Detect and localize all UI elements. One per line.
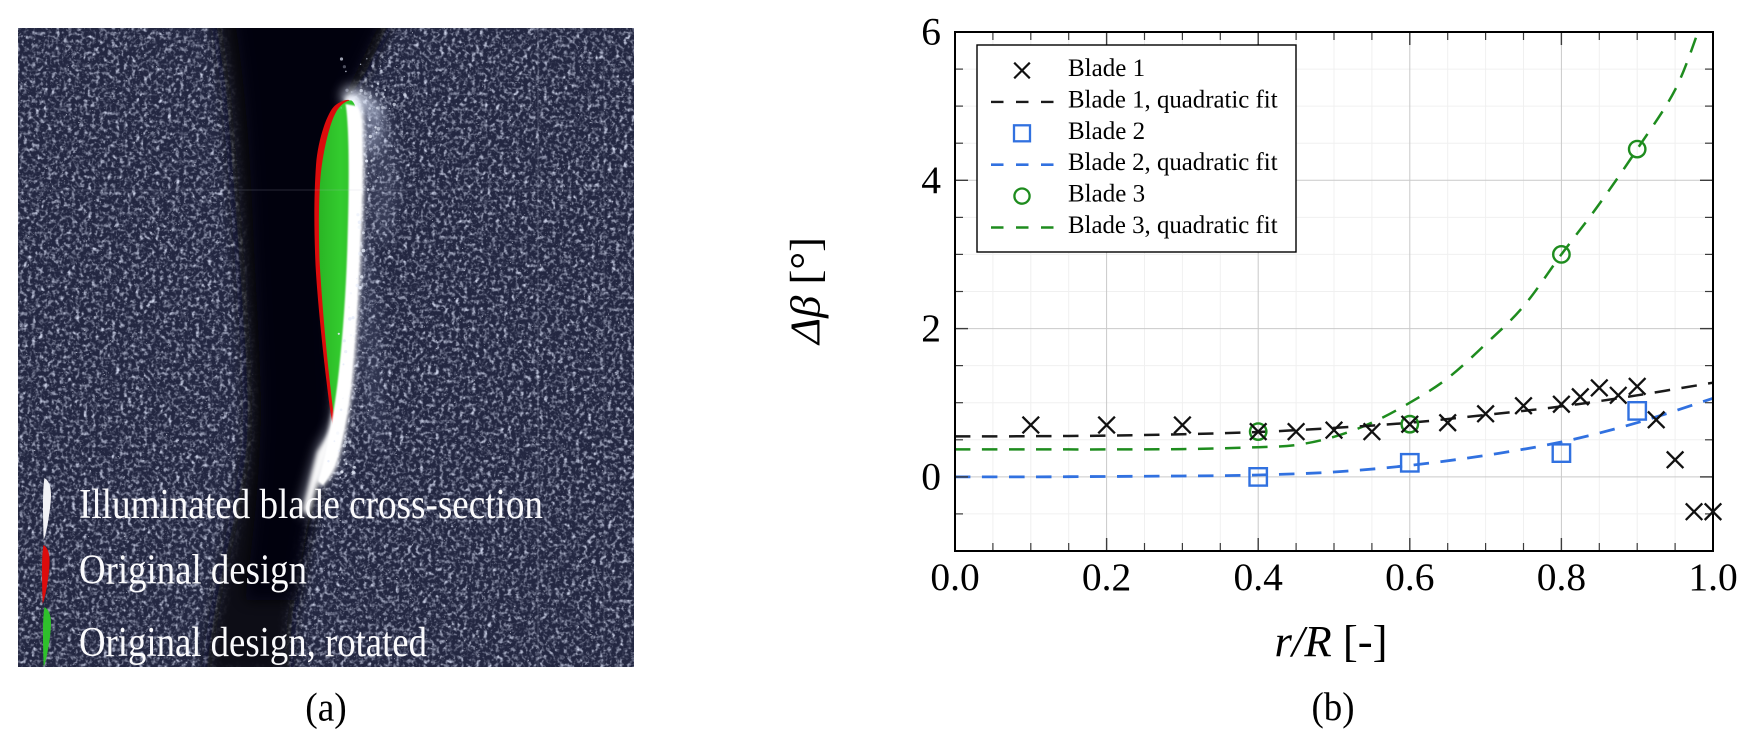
svg-text:1.0: 1.0 [1688, 555, 1737, 599]
svg-text:Original design: Original design [79, 548, 307, 594]
svg-text:0: 0 [921, 454, 941, 498]
svg-text:r/R [-]: r/R [-] [1275, 617, 1388, 666]
svg-text:Blade 1, quadratic fit: Blade 1, quadratic fit [1068, 86, 1278, 113]
svg-text:Blade 3, quadratic fit: Blade 3, quadratic fit [1068, 212, 1278, 239]
svg-text:Blade 1: Blade 1 [1068, 55, 1145, 82]
svg-text:Δβ [°]: Δβ [°] [784, 237, 830, 346]
svg-text:0.4: 0.4 [1234, 555, 1284, 599]
svg-text:2: 2 [921, 306, 941, 350]
svg-text:Blade 3: Blade 3 [1068, 181, 1145, 208]
svg-text:Original design, rotated: Original design, rotated [79, 620, 427, 666]
svg-text:(b): (b) [1312, 684, 1355, 729]
svg-text:(a): (a) [305, 685, 347, 730]
svg-text:Blade 2, quadratic fit: Blade 2, quadratic fit [1068, 149, 1278, 176]
svg-text:6: 6 [921, 10, 941, 54]
svg-text:Illuminated blade cross-sectio: Illuminated blade cross-section [79, 482, 543, 528]
svg-text:0.6: 0.6 [1385, 555, 1434, 599]
svg-text:0.8: 0.8 [1537, 555, 1586, 599]
svg-text:Blade 2: Blade 2 [1068, 118, 1145, 145]
svg-text:4: 4 [921, 158, 941, 202]
svg-text:0.2: 0.2 [1082, 555, 1131, 599]
svg-text:0.0: 0.0 [930, 555, 979, 599]
